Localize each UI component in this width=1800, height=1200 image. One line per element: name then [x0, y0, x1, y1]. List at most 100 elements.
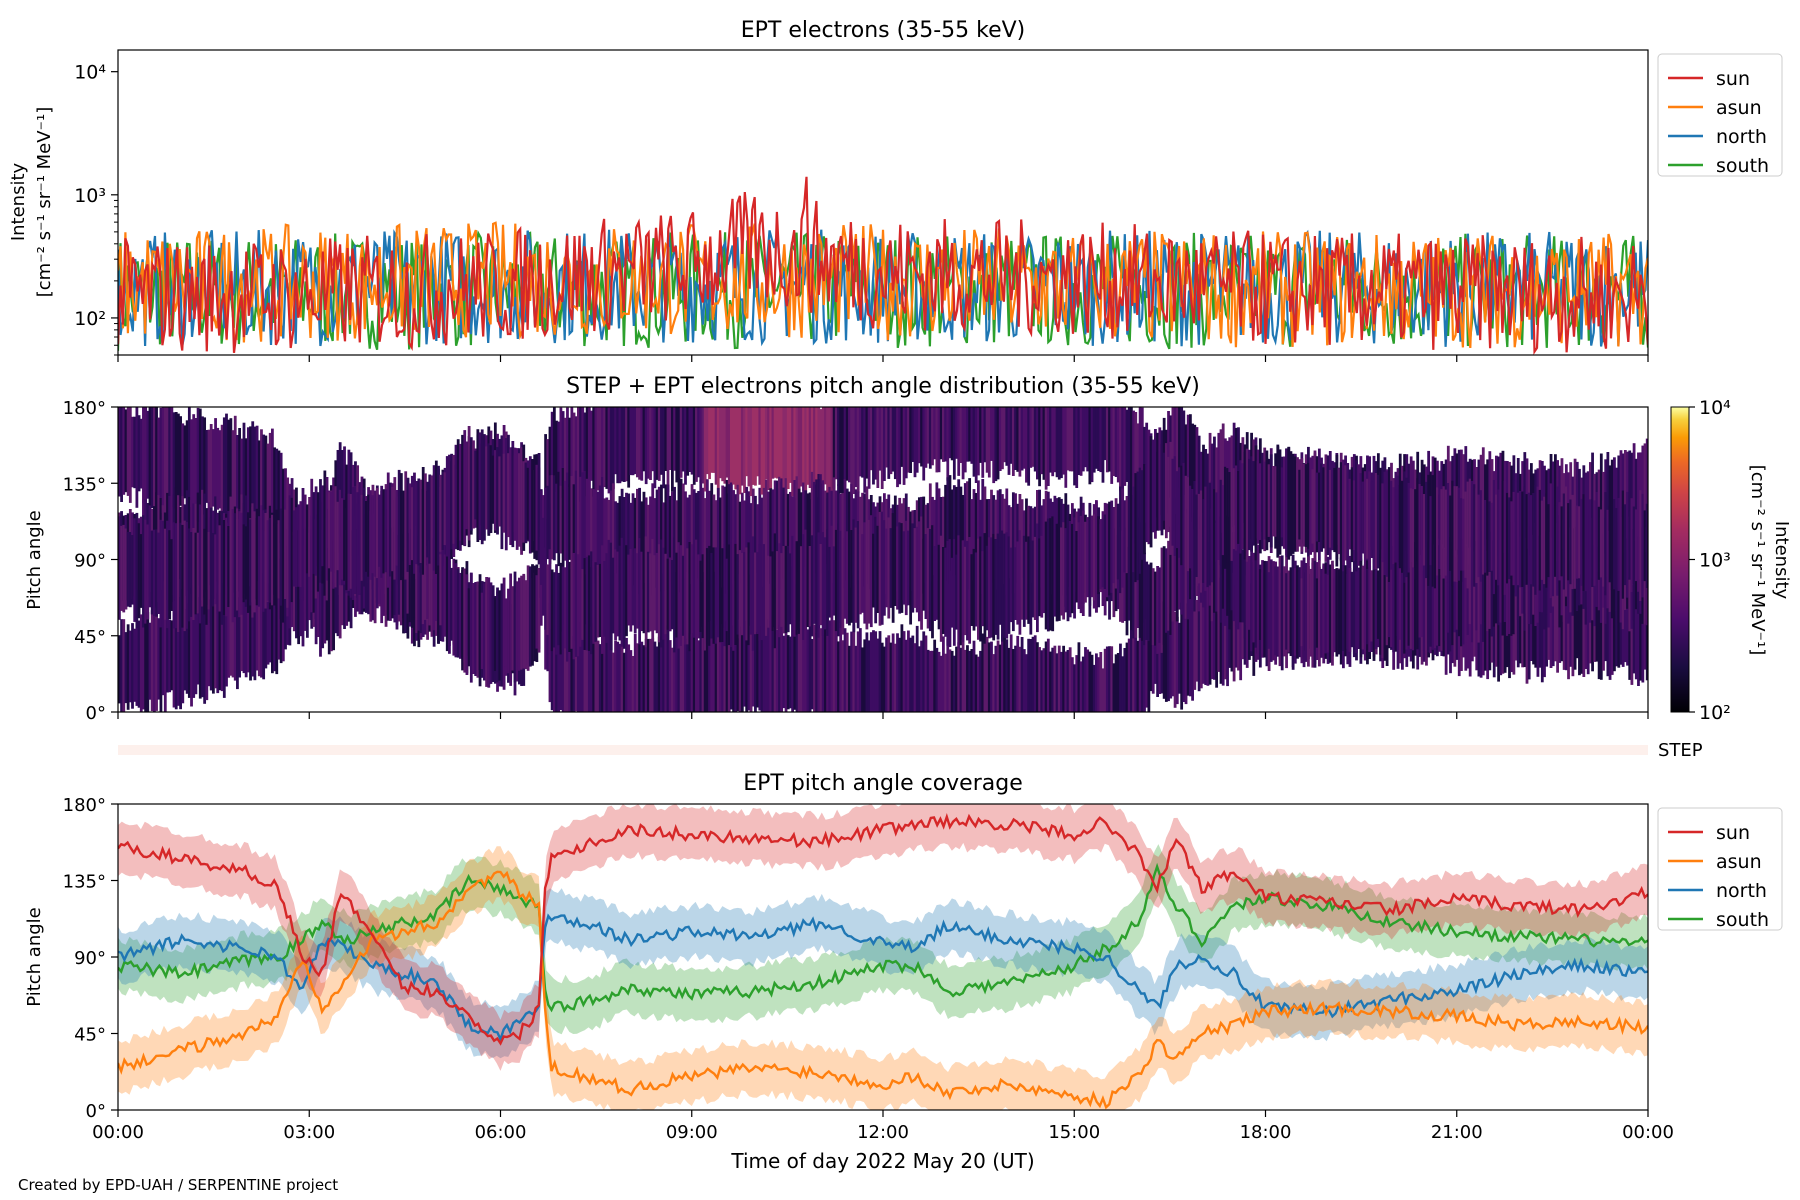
heatmap-cell-south [843, 537, 847, 619]
heatmap-cell-asun [1090, 654, 1094, 712]
heatmap-cell-sun [681, 407, 685, 472]
heatmap-cell-south [942, 547, 945, 634]
heatmap-cell-asun [1619, 590, 1623, 665]
heatmap-cell-north [570, 476, 574, 569]
heatmap-cell-sun [1186, 414, 1190, 514]
heatmap-cell-sun [1055, 407, 1059, 478]
heatmap-cell-asun [592, 623, 596, 712]
heatmap-cell-sun [343, 446, 346, 547]
heatmap-cell-asun [1129, 626, 1133, 712]
heatmap-cell-asun [784, 625, 788, 712]
step-coverage-bar [118, 745, 1648, 755]
heatmap-cell-north [653, 498, 657, 580]
heatmap-cell-north [1215, 523, 1219, 612]
heatmap-cell-asun [1101, 668, 1105, 712]
heatmap-cell-south [1599, 509, 1603, 578]
heatmap-cell-asun [887, 635, 891, 712]
heatmap-cell-asun [1217, 590, 1221, 672]
heatmap-cell-north [1164, 548, 1168, 633]
heatmap-cell-north [670, 491, 674, 582]
heatmap-cell-sun [657, 407, 661, 481]
heatmap-cell-asun [904, 639, 908, 712]
heatmap-cell-north [823, 490, 827, 565]
heatmap-cell-south [120, 525, 123, 611]
heatmap-cell-south [559, 562, 563, 655]
heatmap-cell-sun [740, 407, 744, 486]
heatmap-cell-south [611, 557, 615, 634]
heatmap-cell-south [1440, 489, 1444, 575]
heatmap-cell-asun [1009, 634, 1013, 712]
heatmap-cell-sun [1615, 467, 1618, 540]
heatmap-cell-sun [773, 407, 777, 478]
heatmap-cell-south [1191, 489, 1194, 571]
heatmap-cell-south [424, 473, 427, 567]
heatmap-cell-north [574, 470, 578, 577]
heatmap-cell-south [708, 545, 711, 646]
heatmap-cell-sun [150, 407, 154, 508]
heatmap-cell-north [1134, 543, 1138, 638]
y-tick-label: 90° [74, 551, 106, 572]
heatmap-cell-asun [1086, 649, 1090, 712]
heatmap-cell-sun [246, 427, 250, 525]
heatmap-cell-sun [699, 407, 703, 483]
heatmap-cell-sun [1011, 407, 1015, 476]
heatmap-cell-asun [1053, 645, 1057, 712]
heatmap-cell-south [883, 520, 886, 616]
heatmap-cell-south [465, 441, 469, 530]
heatmap-cell-sun [931, 407, 934, 466]
heatmap-cell-asun [867, 640, 871, 712]
heatmap-cell-north [974, 493, 978, 578]
heatmap-cell-south [192, 528, 196, 620]
heatmap-cell-south [1119, 486, 1122, 594]
heatmap-cell-sun [690, 407, 694, 475]
heatmap-cell-north [1335, 568, 1339, 657]
heatmap-cell-north [515, 581, 519, 670]
heatmap-cell-south [496, 447, 499, 535]
heatmap-cell-south [546, 564, 550, 635]
heatmap-cell-south [1134, 473, 1138, 583]
heatmap-cell-south [743, 552, 746, 636]
heatmap-cell-sun [1049, 407, 1052, 473]
heatmap-cell-south [196, 532, 200, 614]
heatmap-cell-north [1285, 573, 1288, 650]
heatmap-cell-asun [976, 656, 980, 712]
heatmap-cell-sun [1599, 453, 1603, 562]
heatmap-cell-north [1462, 538, 1465, 645]
heatmap-cell-south [1206, 485, 1210, 588]
heatmap-cell-north [1372, 550, 1376, 661]
heatmap-cell-south [1527, 492, 1531, 587]
heatmap-cell-sun [760, 407, 764, 495]
heatmap-cell-south [410, 487, 414, 561]
heatmap-cell-south [1405, 477, 1409, 578]
heatmap-cell-asun [205, 592, 209, 701]
heatmap-cell-sun [1634, 458, 1638, 538]
heatmap-cell-south [1538, 489, 1542, 591]
heatmap-cell-asun [319, 554, 322, 657]
heatmap-cell-asun [896, 633, 899, 712]
heatmap-cell-south [631, 555, 635, 626]
heatmap-cell-south [716, 553, 720, 638]
heatmap-cell-north [666, 484, 670, 590]
heatmap-cell-south [968, 537, 972, 644]
heatmap-cell-south [185, 522, 189, 629]
heatmap-cell-north [1486, 539, 1490, 632]
heatmap-cell-asun [620, 632, 624, 712]
heatmap-cell-sun [257, 440, 261, 521]
heatmap-cell-asun [799, 621, 803, 712]
heatmap-cell-south [1617, 497, 1621, 591]
heatmap-cell-sun [1099, 407, 1103, 473]
heatmap-cell-south [946, 540, 950, 646]
heatmap-cell-sun [719, 407, 722, 479]
heatmap-cell-north [424, 543, 427, 620]
heatmap-cell-north [1250, 539, 1253, 652]
heatmap-cell-asun [966, 645, 969, 712]
heatmap-cell-asun [1641, 577, 1645, 683]
heatmap-cell-sun [948, 407, 952, 459]
heatmap-cell-south [1302, 463, 1306, 547]
heatmap-cell-south [255, 518, 259, 606]
heatmap-cell-south [867, 519, 871, 624]
heatmap-cell-south [1569, 499, 1573, 585]
heatmap-cell-south [1016, 541, 1020, 625]
heatmap-cell-north [636, 488, 639, 594]
heatmap-cell-asun [1571, 572, 1575, 677]
